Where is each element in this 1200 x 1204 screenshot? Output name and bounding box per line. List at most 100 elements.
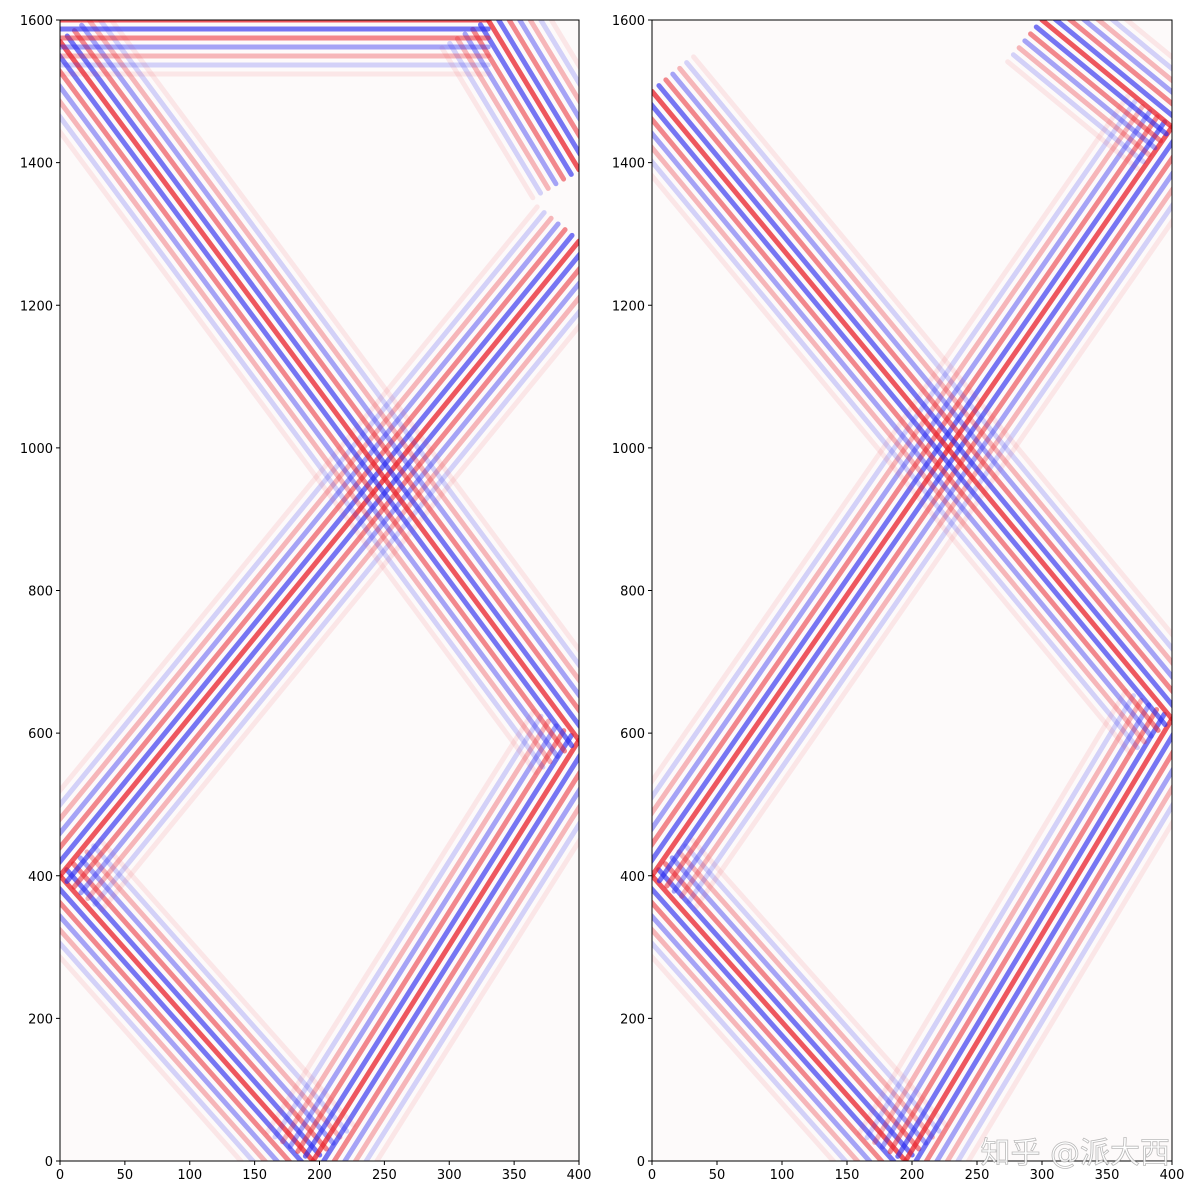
wave-band (60, 873, 316, 1161)
wave-band (652, 98, 1138, 802)
wave-band (64, 33, 579, 730)
x-tick-label: 50 (709, 1168, 726, 1183)
wave-band (97, 20, 579, 669)
wave-band (454, 36, 551, 191)
wave-band (913, 731, 1172, 1161)
wave-band (485, 20, 579, 173)
x-tick-label: 0 (56, 1168, 64, 1183)
y-tick-label: 0 (45, 1155, 53, 1170)
wave-band (671, 169, 1172, 894)
wave-band (1033, 24, 1169, 137)
x-tick-label: 250 (965, 1168, 990, 1183)
wave-band (64, 251, 579, 884)
wave-band (652, 93, 1131, 786)
wave-band (477, 22, 574, 177)
wave-band (652, 129, 1154, 739)
wave-band (652, 103, 1145, 818)
wave-band (264, 708, 536, 1135)
x-tick-label: 300 (1030, 1168, 1055, 1183)
wave-band (652, 115, 1161, 733)
y-tick-label: 1400 (612, 157, 645, 172)
wave-band (1039, 20, 1172, 130)
wave-band (652, 899, 885, 1161)
y-tick-label: 1600 (20, 14, 53, 29)
wave-band (60, 238, 579, 879)
wave-band (310, 737, 579, 1161)
wave-band (872, 697, 1144, 1145)
wave-band (92, 308, 579, 907)
wave-band (670, 71, 1172, 681)
wave-band (373, 836, 579, 1161)
wave-band (341, 786, 579, 1161)
wave-band (691, 54, 1172, 639)
y-tick-label: 600 (620, 727, 645, 742)
wave-band (1123, 20, 1172, 61)
wave-band (903, 716, 1172, 1161)
wave-band (923, 748, 1172, 1161)
wave-band (652, 109, 1153, 833)
wave-band (60, 82, 560, 759)
wave-band (1005, 59, 1141, 172)
wave-band (60, 52, 575, 749)
wave-band (652, 885, 897, 1161)
wave-band (537, 20, 579, 88)
wave-band (1094, 20, 1172, 84)
wave-band (652, 172, 1133, 756)
wave-band (652, 88, 1172, 722)
x-tick-label: 150 (835, 1168, 860, 1183)
wave-band (516, 20, 579, 123)
x-tick-label: 300 (437, 1168, 462, 1183)
wave-band (470, 26, 567, 182)
wave-band (60, 899, 293, 1161)
wave-band (60, 939, 257, 1161)
y-tick-label: 1000 (612, 442, 645, 457)
x-tick-label: 350 (1095, 1168, 1120, 1183)
wave-band (652, 124, 1172, 879)
wave-band (320, 752, 579, 1161)
heatmap-field (60, 20, 579, 1161)
wave-band (60, 67, 568, 754)
y-tick-label: 1200 (612, 299, 645, 314)
wave-band (85, 293, 579, 902)
wave-band (652, 939, 849, 1161)
y-tick-label: 0 (637, 1155, 645, 1170)
wave-band (652, 143, 1147, 745)
wave-band (108, 20, 579, 654)
wave-band (1080, 20, 1172, 96)
x-tick-label: 200 (307, 1168, 332, 1183)
wave-band (856, 688, 1129, 1136)
wave-band (70, 861, 329, 1152)
wave-band (302, 732, 574, 1159)
wave-band (664, 154, 1172, 889)
wave-band (1108, 20, 1172, 72)
x-tick-label: 400 (1160, 1168, 1185, 1183)
x-tick-label: 400 (567, 1168, 592, 1183)
wave-band (955, 801, 1172, 1161)
wave-band (60, 227, 568, 852)
wave-band (656, 138, 1172, 884)
wave-band (506, 20, 579, 140)
wave-band (91, 843, 350, 1134)
watermark: 知乎 @派大西 (980, 1136, 1170, 1171)
wave-band (77, 855, 336, 1146)
wave-band (663, 77, 1172, 695)
wave-band (272, 713, 544, 1140)
wave-band (60, 127, 539, 775)
wave-band (447, 40, 544, 196)
wave-band (662, 861, 922, 1152)
wave-band (879, 702, 1152, 1150)
wave-band (280, 718, 552, 1145)
wave-band (71, 28, 579, 715)
y-tick-label: 1200 (20, 299, 53, 314)
x-tick-label: 350 (502, 1168, 527, 1183)
wave-band (677, 65, 1172, 667)
wave-band (527, 20, 579, 106)
x-tick-label: 250 (372, 1168, 397, 1183)
y-tick-label: 1400 (20, 157, 53, 172)
wave-band (363, 819, 579, 1161)
wave-band (84, 849, 343, 1140)
y-tick-label: 1600 (612, 14, 645, 29)
x-tick-label: 50 (117, 1168, 134, 1183)
wave-band (439, 45, 536, 201)
